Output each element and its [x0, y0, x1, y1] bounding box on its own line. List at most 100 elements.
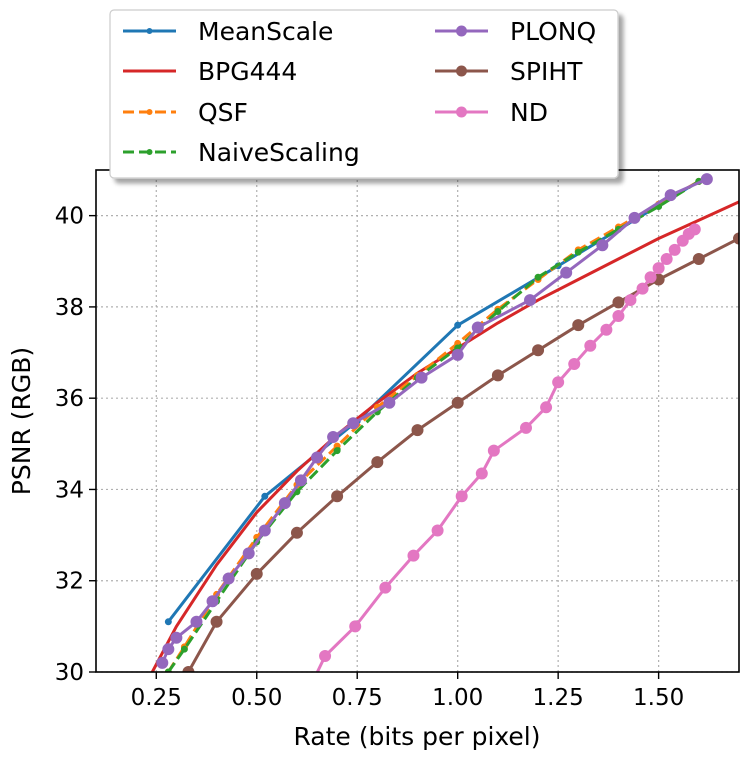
legend-marker-meanscale	[146, 28, 153, 34]
y-tick-label: 32	[55, 569, 84, 595]
series-plonq	[156, 173, 713, 669]
data-point-nd	[612, 310, 625, 323]
legend-label-plonq: PLONQ	[510, 17, 596, 46]
x-tick-label: 1.50	[633, 685, 684, 711]
data-point-spiht	[411, 424, 424, 437]
data-point-spiht	[612, 296, 625, 309]
data-point-spiht	[692, 252, 705, 265]
x-tick-label: 1.25	[533, 685, 584, 711]
legend-marker-spiht	[456, 65, 467, 77]
x-tick-label: 1.00	[432, 685, 483, 711]
legend-marker-naivescaling	[146, 149, 153, 155]
data-point-spiht	[290, 526, 303, 539]
data-point-plonq	[258, 524, 271, 537]
data-point-nd	[568, 357, 581, 370]
data-point-spiht	[250, 567, 263, 580]
x-axis-label: Rate (bits per pixel)	[293, 722, 540, 751]
data-point-nd	[600, 323, 613, 336]
y-tick-label: 40	[55, 204, 84, 230]
data-point-plonq	[278, 497, 291, 510]
data-point-plonq	[347, 417, 360, 430]
data-point-spiht	[371, 456, 384, 469]
legend-item-bpg444: BPG444	[123, 57, 297, 86]
legend-label-bpg444: BPG444	[198, 57, 297, 86]
y-axis-label: PSNR (RGB)	[7, 347, 36, 495]
data-point-spiht	[451, 396, 464, 409]
data-point-plonq	[524, 294, 537, 307]
data-point-naivescaling	[494, 307, 502, 315]
data-point-nd	[487, 444, 500, 457]
legend-marker-plonq	[456, 25, 467, 37]
legend-marker-nd	[456, 106, 467, 118]
data-point-spiht	[491, 369, 504, 382]
data-point-nd	[660, 252, 673, 265]
y-axis: 30 32 34 36 38 40	[55, 204, 96, 686]
data-point-spiht	[331, 490, 344, 503]
data-point-nd	[431, 524, 444, 537]
data-point-nd	[644, 271, 657, 284]
data-point-spiht	[210, 615, 223, 628]
data-point-nd	[688, 223, 701, 236]
data-point-plonq	[560, 266, 573, 279]
series-bpg444	[150, 200, 739, 672]
data-point-plonq	[664, 189, 677, 202]
legend-marker-qsf	[146, 109, 153, 115]
data-point-spiht	[733, 232, 739, 245]
data-point-meanscale	[454, 321, 462, 329]
data-point-meanscale	[261, 492, 269, 500]
data-point-nd	[475, 467, 488, 480]
legend: MeanScale BPG444 QSF NaiveScaling PLONQ SPIHT…	[109, 9, 619, 179]
data-point-plonq	[471, 321, 484, 334]
data-point-nd	[584, 339, 597, 352]
data-point-nd	[407, 549, 420, 562]
data-point-plonq	[190, 615, 203, 628]
data-point-naivescaling	[534, 273, 542, 281]
y-tick-label: 36	[55, 386, 84, 412]
series-line-bpg444	[150, 200, 739, 672]
data-point-plonq	[628, 211, 641, 224]
data-point-nd	[552, 376, 565, 389]
data-point-plonq	[383, 396, 396, 409]
data-point-nd	[652, 262, 665, 275]
data-point-plonq	[222, 572, 235, 585]
data-point-plonq	[700, 173, 713, 186]
legend-label-spiht: SPIHT	[510, 57, 583, 86]
data-point-spiht	[182, 666, 195, 672]
data-point-plonq	[294, 474, 307, 487]
x-tick-label: 0.50	[231, 685, 282, 711]
data-point-plonq	[596, 239, 609, 252]
data-point-plonq	[311, 451, 324, 464]
data-point-nd	[319, 650, 332, 663]
data-point-nd	[308, 676, 319, 687]
data-point-nd	[379, 581, 392, 594]
data-point-nd	[520, 421, 533, 434]
data-point-nd	[455, 490, 468, 503]
legend-item-plonq: PLONQ	[435, 17, 596, 46]
legend-item-meanscale: MeanScale	[123, 17, 333, 46]
x-tick-label: 0.75	[332, 685, 383, 711]
data-point-plonq	[327, 430, 340, 443]
legend-box	[109, 9, 619, 179]
data-point-nd	[349, 620, 362, 633]
data-point-plonq	[242, 547, 255, 560]
y-tick-label: 30	[55, 660, 84, 686]
data-point-plonq	[206, 595, 219, 608]
legend-label-nd: ND	[510, 98, 548, 127]
y-tick-label: 38	[55, 295, 84, 321]
data-point-nd	[624, 294, 637, 307]
legend-label-meanscale: MeanScale	[198, 17, 333, 46]
x-axis: 0.25 0.50 0.75 1.00 1.25 1.50	[131, 672, 684, 711]
data-point-plonq	[451, 348, 464, 361]
data-point-plonq	[415, 371, 428, 384]
legend-item-spiht: SPIHT	[435, 57, 583, 86]
series-nd	[308, 223, 701, 687]
legend-item-qsf: QSF	[123, 98, 248, 127]
data-point-spiht	[572, 319, 585, 332]
data-point-nd	[636, 282, 649, 295]
series-layer	[150, 173, 739, 687]
x-tick-label: 0.25	[131, 685, 182, 711]
data-point-plonq	[156, 656, 169, 669]
data-point-naivescaling	[333, 447, 341, 455]
legend-label-naivescaling: NaiveScaling	[198, 138, 360, 167]
